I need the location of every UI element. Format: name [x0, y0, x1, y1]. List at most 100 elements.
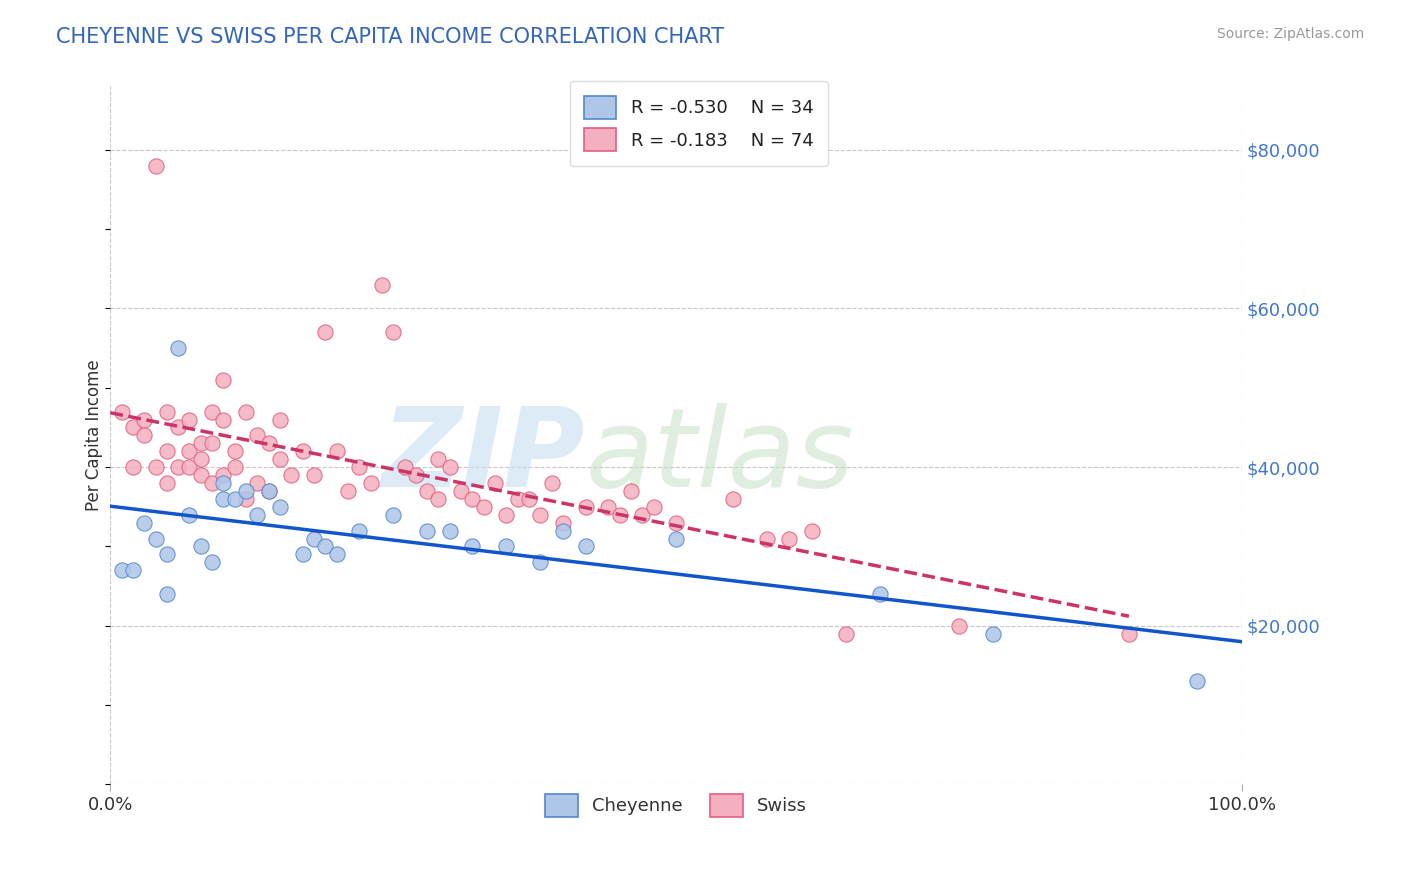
Point	[360, 475, 382, 490]
Point	[212, 491, 235, 506]
Point	[269, 412, 291, 426]
Point	[246, 475, 269, 490]
Point	[201, 404, 224, 418]
Point	[179, 460, 201, 475]
Point	[1185, 674, 1208, 689]
Point	[461, 540, 484, 554]
Point	[529, 508, 551, 522]
Point	[665, 532, 688, 546]
Point	[212, 412, 235, 426]
Point	[665, 516, 688, 530]
Point	[291, 444, 314, 458]
Y-axis label: Per Capita Income: Per Capita Income	[86, 359, 103, 511]
Point	[190, 436, 212, 450]
Point	[598, 500, 620, 514]
Text: ZIP: ZIP	[382, 403, 586, 510]
Point	[551, 524, 574, 538]
Point	[269, 500, 291, 514]
Point	[156, 444, 179, 458]
Point	[179, 444, 201, 458]
Point	[495, 540, 517, 554]
Point	[224, 460, 246, 475]
Point	[190, 452, 212, 467]
Point	[450, 483, 472, 498]
Point	[145, 532, 167, 546]
Point	[427, 452, 450, 467]
Point	[167, 420, 190, 434]
Point	[551, 516, 574, 530]
Point	[416, 483, 439, 498]
Point	[134, 428, 156, 442]
Point	[336, 483, 359, 498]
Point	[631, 508, 654, 522]
Point	[167, 460, 190, 475]
Point	[835, 626, 858, 640]
Point	[235, 483, 257, 498]
Point	[948, 619, 970, 633]
Point	[495, 508, 517, 522]
Point	[156, 475, 179, 490]
Point	[212, 475, 235, 490]
Point	[110, 563, 132, 577]
Point	[190, 540, 212, 554]
Point	[145, 460, 167, 475]
Point	[257, 483, 280, 498]
Point	[484, 475, 506, 490]
Text: Source: ZipAtlas.com: Source: ZipAtlas.com	[1216, 27, 1364, 41]
Point	[349, 524, 371, 538]
Point	[575, 540, 598, 554]
Point	[201, 555, 224, 569]
Point	[224, 491, 246, 506]
Point	[134, 516, 156, 530]
Point	[212, 468, 235, 483]
Point	[156, 404, 179, 418]
Point	[291, 548, 314, 562]
Point	[201, 436, 224, 450]
Point	[439, 524, 461, 538]
Point	[778, 532, 800, 546]
Point	[461, 491, 484, 506]
Point	[122, 460, 145, 475]
Point	[755, 532, 778, 546]
Point	[609, 508, 631, 522]
Point	[540, 475, 562, 490]
Point	[416, 524, 439, 538]
Point	[156, 587, 179, 601]
Point	[257, 436, 280, 450]
Point	[382, 508, 405, 522]
Point	[145, 159, 167, 173]
Point	[427, 491, 450, 506]
Point	[325, 548, 347, 562]
Point	[801, 524, 824, 538]
Point	[314, 326, 336, 340]
Point	[179, 412, 201, 426]
Point	[721, 491, 744, 506]
Point	[643, 500, 665, 514]
Point	[981, 626, 1004, 640]
Point	[349, 460, 371, 475]
Point	[269, 452, 291, 467]
Point	[405, 468, 427, 483]
Legend: Cheyenne, Swiss: Cheyenne, Swiss	[538, 787, 814, 824]
Point	[382, 326, 405, 340]
Point	[246, 508, 269, 522]
Point	[224, 444, 246, 458]
Point	[869, 587, 891, 601]
Point	[110, 404, 132, 418]
Point	[394, 460, 416, 475]
Point	[302, 532, 325, 546]
Point	[280, 468, 302, 483]
Point	[190, 468, 212, 483]
Point	[325, 444, 347, 458]
Point	[235, 404, 257, 418]
Point	[122, 563, 145, 577]
Point	[257, 483, 280, 498]
Point	[156, 548, 179, 562]
Point	[575, 500, 598, 514]
Point	[134, 412, 156, 426]
Point	[506, 491, 529, 506]
Text: atlas: atlas	[586, 403, 855, 510]
Point	[235, 491, 257, 506]
Point	[246, 428, 269, 442]
Point	[167, 341, 190, 355]
